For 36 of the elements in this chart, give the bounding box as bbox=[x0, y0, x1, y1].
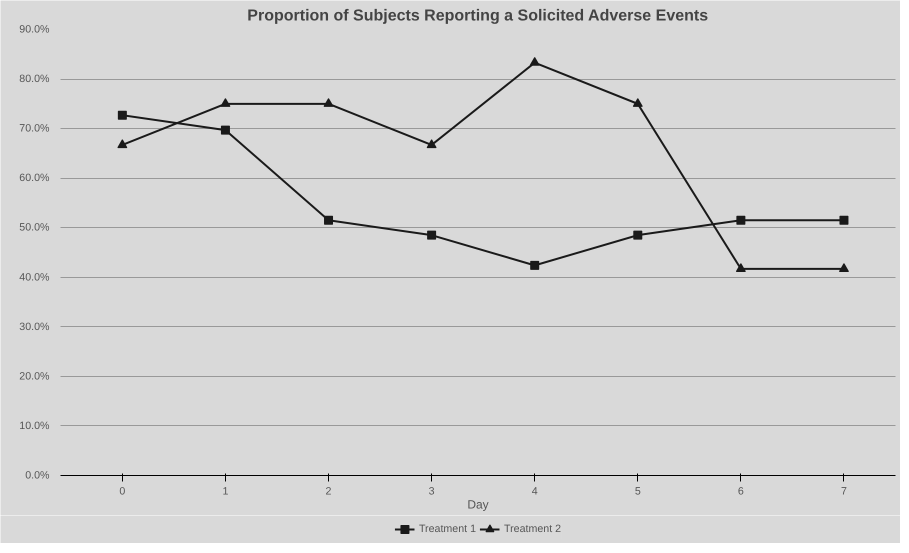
y-tick-label: 90.0% bbox=[19, 24, 50, 36]
y-tick-label: 70.0% bbox=[19, 122, 50, 135]
point bbox=[117, 139, 128, 148]
point bbox=[118, 110, 127, 120]
y-tick-label: 50.0% bbox=[19, 222, 50, 234]
y-tick-label: 0.0% bbox=[25, 470, 50, 482]
point bbox=[530, 260, 540, 270]
y-tick-label: 40.0% bbox=[19, 271, 50, 284]
x-tick-label: 2 bbox=[326, 486, 332, 498]
point bbox=[839, 216, 848, 225]
point bbox=[530, 57, 540, 66]
legend-label: Treatment 1 bbox=[418, 523, 476, 535]
x-tick-label: 5 bbox=[634, 486, 641, 498]
y-tick-label: 30.0% bbox=[19, 320, 50, 333]
point bbox=[632, 98, 643, 107]
x-axis-title: Day bbox=[467, 498, 489, 512]
x-tick-label: 0 bbox=[119, 486, 126, 498]
point bbox=[426, 139, 437, 148]
x-tick-label: 3 bbox=[428, 486, 435, 498]
point bbox=[220, 98, 230, 107]
legend-label: Treatment 2 bbox=[504, 523, 562, 535]
point bbox=[427, 230, 436, 240]
point bbox=[324, 98, 334, 107]
y-tick-label: 80.0% bbox=[19, 73, 50, 86]
point bbox=[736, 216, 746, 225]
point bbox=[220, 126, 230, 135]
y-tick-label: 10.0% bbox=[19, 420, 50, 432]
y-tick-label: 20.0% bbox=[19, 370, 50, 382]
x-tick-label: 1 bbox=[222, 486, 228, 498]
x-tick-label: 7 bbox=[840, 486, 847, 498]
y-tick-label: 60.0% bbox=[19, 172, 50, 184]
x-tick-label: 4 bbox=[532, 486, 538, 498]
point bbox=[633, 230, 642, 240]
point bbox=[324, 216, 334, 225]
x-tick-label: 6 bbox=[738, 486, 744, 498]
chart-title: Proportion of Subjects Reporting a Solicited Adverse Events bbox=[247, 8, 708, 24]
